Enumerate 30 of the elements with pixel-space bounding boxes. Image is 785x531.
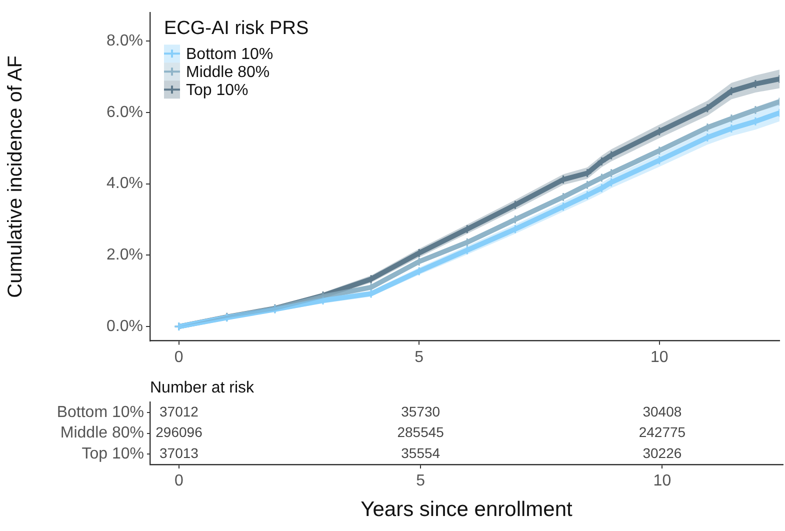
data-label: 35730 [401,403,440,420]
x-tick-label: 10 [650,348,668,366]
legend-label: Top 10% [186,82,248,100]
data-label: 30226 [642,444,682,461]
x-axis-title: Years since enrollment [360,498,572,522]
chart-title: Number at risk [150,379,256,396]
x-tick-label: 5 [414,348,424,366]
data-label: 285545 [397,424,444,440]
y-tick-label: 4.0% [106,175,143,192]
legend-label: Bottom 10% [186,46,274,64]
legend-title: ECG-AI risk PRS [164,18,309,39]
y-tick-label: Middle 80% [60,424,144,442]
data-label: 30408 [642,403,682,420]
y-axis-title: Cumulative incidence of AF [4,56,27,298]
x-tick-label: 10 [653,472,672,490]
x-tick-label: 0 [174,348,184,366]
y-tick-label: Bottom 10% [56,404,144,421]
y-tick-label: 2.0% [106,246,143,264]
y-tick-label: 8.0% [106,32,143,50]
x-tick-label: 0 [174,472,184,490]
data-label: 37013 [160,444,199,461]
data-label: 242775 [638,424,686,440]
y-tick-label: 0.0% [106,318,143,335]
y-tick-label: Top 10% [82,445,144,462]
y-tick-label: 6.0% [106,104,143,121]
data-label: 296096 [156,424,203,440]
legend-label: Middle 80% [186,64,270,82]
data-label: 35554 [401,444,440,461]
x-tick-label: 5 [416,472,426,490]
data-label: 37012 [160,403,199,420]
